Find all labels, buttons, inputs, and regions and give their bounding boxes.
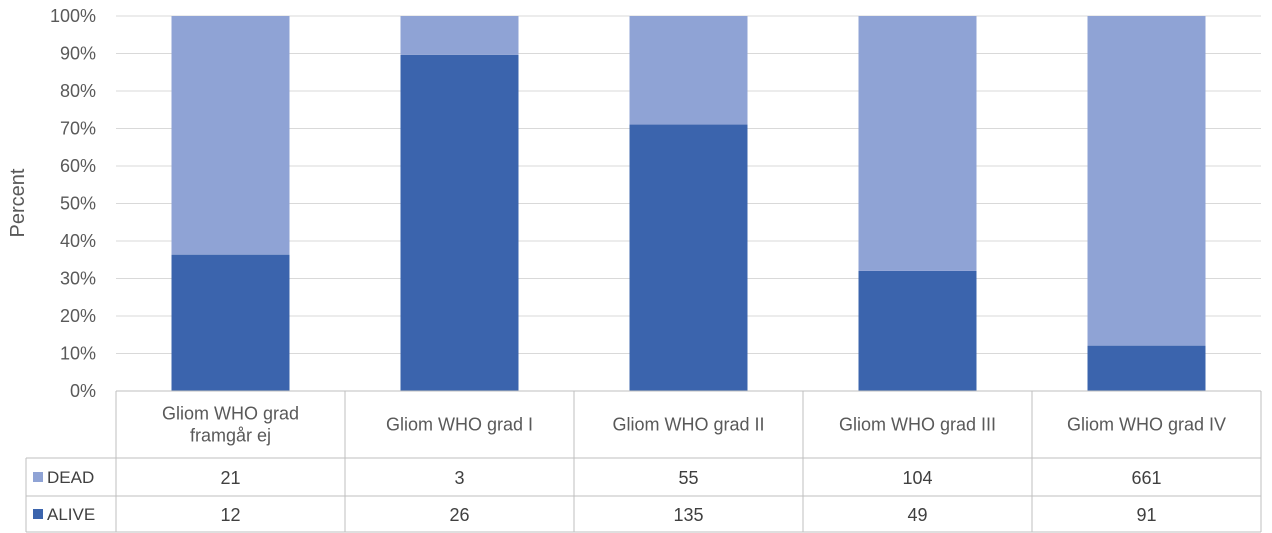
table-cell: 3 (454, 468, 464, 488)
category-label: Gliom WHO grad II (612, 415, 764, 435)
table-cell: 55 (678, 468, 698, 488)
y-tick-label: 80% (60, 81, 96, 101)
y-axis-title: Percent (7, 168, 29, 237)
category-label: framgår ej (190, 426, 271, 446)
table-cell: 21 (220, 468, 240, 488)
bars (171, 16, 1206, 392)
y-tick-label: 70% (60, 119, 96, 139)
y-tick-label: 40% (60, 231, 96, 251)
y-tick-label: 10% (60, 344, 96, 364)
legend-label-dead: DEAD (47, 468, 94, 487)
table-cell: 104 (902, 468, 932, 488)
y-tick-label: 100% (50, 6, 96, 26)
table-cell: 661 (1131, 468, 1161, 488)
table-cell: 91 (1136, 505, 1156, 525)
bar-alive (858, 270, 977, 391)
y-axis-ticks: 0% 10% 20% 30% 40% 50% 60% 70% 80% 90% 100% (50, 6, 96, 401)
y-tick-label: 60% (60, 156, 96, 176)
legend-key-alive (33, 509, 43, 519)
table-cell: 12 (220, 505, 240, 525)
y-tick-label: 0% (70, 381, 96, 401)
category-label: Gliom WHO grad III (839, 415, 996, 435)
y-tick-label: 90% (60, 44, 96, 64)
y-tick-label: 30% (60, 269, 96, 289)
bar-alive (629, 124, 748, 391)
category-label: Gliom WHO grad IV (1067, 415, 1226, 435)
bar-dead (858, 16, 977, 271)
legend-key-dead (33, 472, 43, 482)
table-cell: 135 (673, 505, 703, 525)
bar-dead (629, 16, 748, 125)
bar-dead (171, 16, 290, 255)
table-cell: 26 (449, 505, 469, 525)
bar-alive (171, 254, 290, 391)
bar-alive (1087, 345, 1206, 391)
category-label: Gliom WHO grad I (386, 415, 533, 435)
bar-dead (1087, 16, 1206, 346)
bar-alive (400, 54, 519, 392)
y-tick-label: 20% (60, 306, 96, 326)
table-cell: 49 (907, 505, 927, 525)
legend-label-alive: ALIVE (47, 505, 95, 524)
y-tick-label: 50% (60, 194, 96, 214)
category-label: Gliom WHO grad (162, 404, 299, 424)
bar-dead (400, 16, 519, 55)
